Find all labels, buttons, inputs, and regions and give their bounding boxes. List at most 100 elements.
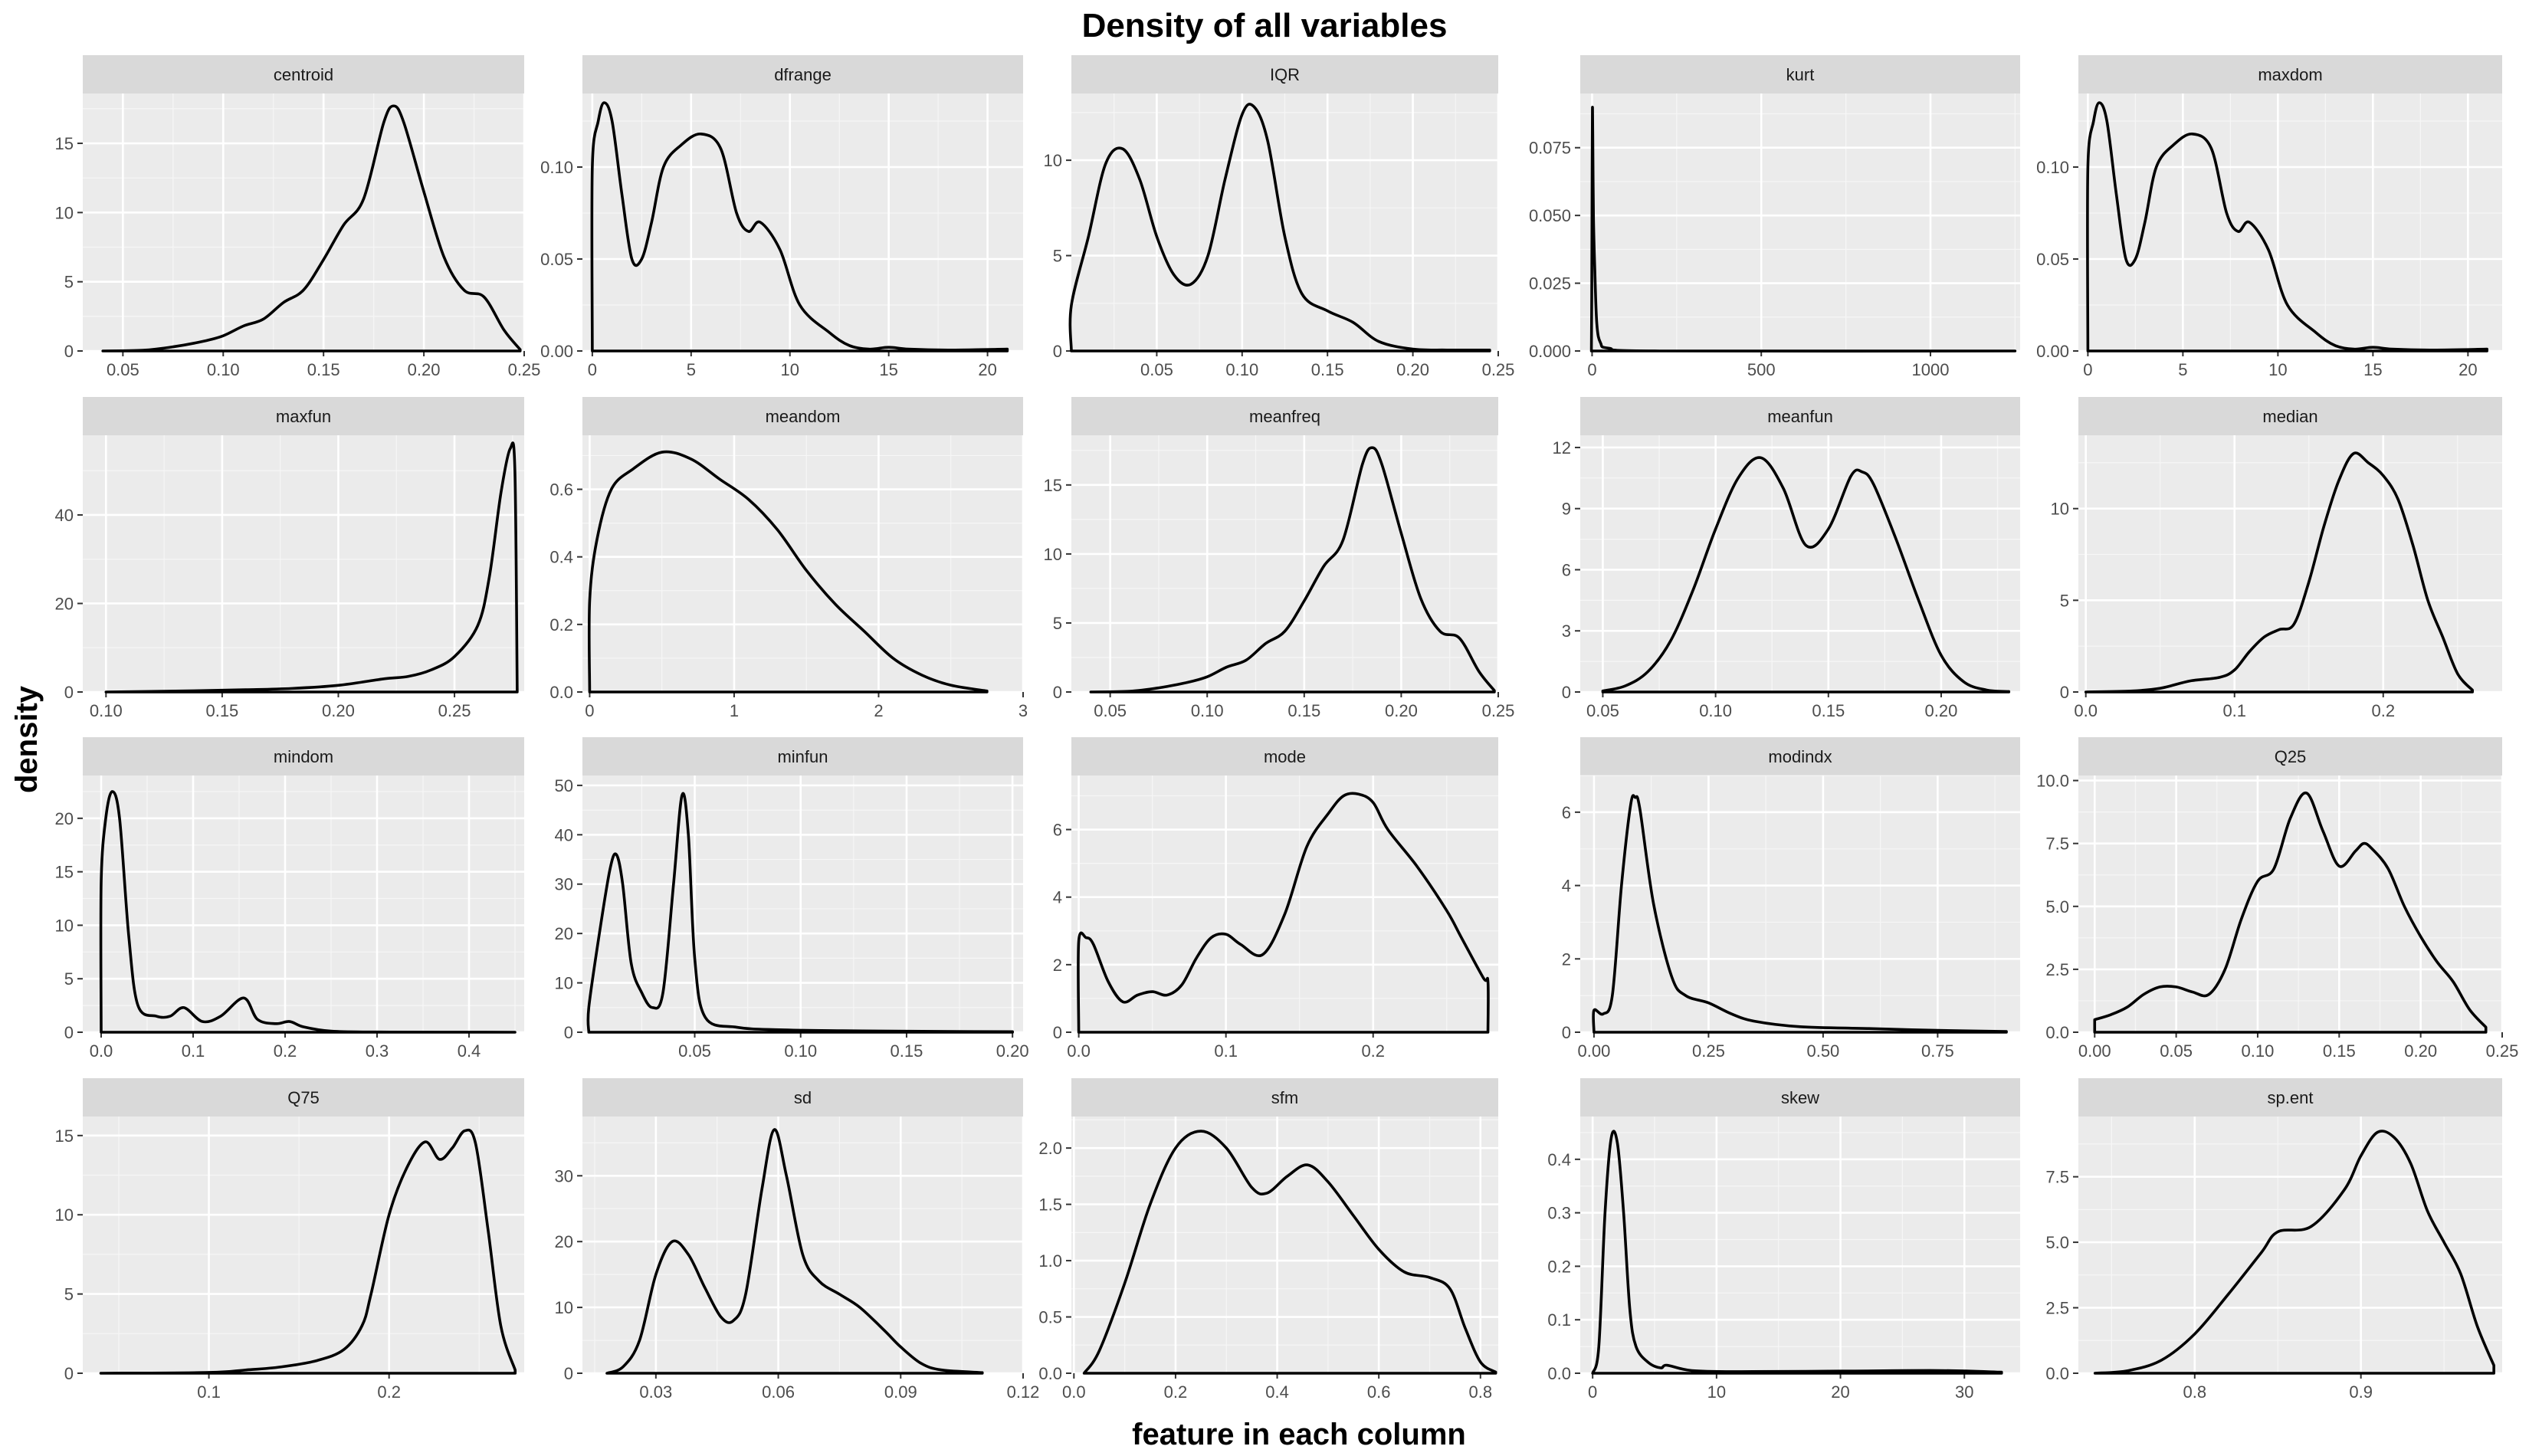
strip-label-maxdom: maxdom — [2258, 65, 2322, 84]
strip-modindx — [1580, 737, 2020, 776]
x-tick-label: 0.12 — [1007, 1382, 1040, 1402]
x-tick-label: 0.05 — [107, 360, 139, 379]
major-gridlines — [582, 776, 1023, 1034]
panel-sp-ent: sp.ent 0.8 0.9 0.0 2.5 5.0 7.5 — [2045, 1078, 2502, 1402]
density-curve-meandom — [587, 450, 989, 694]
x-tick-label: 15 — [2363, 360, 2382, 379]
y-tick-label: 0.0 — [549, 683, 573, 702]
strip-minfun — [582, 737, 1023, 776]
minor-gridlines — [1580, 1117, 2020, 1373]
x-tick-label: 30 — [1955, 1382, 1973, 1402]
x-tick-label: 0.20 — [1396, 360, 1429, 379]
panel-background — [2078, 435, 2502, 692]
y-tick-label: 0.05 — [2036, 250, 2069, 269]
x-tick-label: 0.1 — [182, 1041, 205, 1061]
strip-maxfun — [83, 397, 524, 435]
x-tick-label: 0.25 — [1482, 360, 1515, 379]
y-tick-label: 15 — [55, 1126, 74, 1146]
y-tick-label: 20 — [555, 1232, 573, 1251]
x-tick-label: 0.75 — [1921, 1041, 1954, 1061]
major-gridlines — [83, 93, 526, 353]
density-curve-sp-ent — [2093, 1130, 2495, 1375]
y-tick-label: 10 — [55, 1205, 74, 1225]
x-tick-label: 0.10 — [1699, 701, 1732, 720]
panel-centroid: centroid 0.05 0.10 0.15 0.20 0.25 0 5 10 15 — [55, 55, 540, 379]
x-tick-label: 0.6 — [1367, 1382, 1391, 1402]
strip-label-meanfun: meanfun — [1767, 407, 1833, 426]
x-axis-label: feature in each column — [1132, 1418, 1466, 1451]
x-tick-label: 0 — [585, 701, 594, 720]
strip-maxdom — [2078, 55, 2502, 93]
y-tick-label: 20 — [555, 924, 573, 943]
panel-background — [582, 1117, 1023, 1373]
y-tick-label: 10 — [1044, 545, 1062, 564]
x-tick-label: 15 — [879, 360, 897, 379]
panel-minfun: minfun 0.05 0.10 0.15 0.20 0 10 20 30 40 50 — [555, 737, 1029, 1061]
strip-skew — [1580, 1078, 2020, 1117]
y-tick-label: 2 — [1053, 956, 1062, 975]
x-tick-label: 0.20 — [1385, 701, 1418, 720]
strip-iqr — [1071, 55, 1498, 93]
y-tick-label: 9 — [1562, 500, 1571, 519]
x-tick-label: 0.05 — [2160, 1041, 2193, 1061]
y-tick-label: 20 — [55, 594, 74, 613]
density-curve-mindom — [99, 790, 517, 1034]
y-tick-label: 2.5 — [2045, 960, 2069, 979]
density-curve-sfm — [1082, 1130, 1497, 1375]
y-tick-label: 2 — [1562, 949, 1571, 969]
panel-sd: sd 0.03 0.06 0.09 0.12 0 10 20 30 — [555, 1078, 1040, 1402]
strip-mindom — [83, 737, 524, 776]
y-tick-label: 10 — [555, 974, 573, 993]
y-tick-label: 15 — [55, 863, 74, 882]
density-curve-maxdom — [2086, 101, 2488, 353]
panel-meanfun: meanfun 0.05 0.10 0.15 0.20 0 3 6 9 12 — [1553, 397, 2020, 720]
density-curve-meanfreq — [1089, 446, 1496, 694]
x-tick-label: 0.10 — [2242, 1041, 2275, 1061]
y-tick-label: 4 — [1562, 877, 1571, 896]
x-tick-label: 1000 — [1912, 360, 1950, 379]
minor-gridlines — [1580, 435, 2020, 692]
density-curve-maxfun — [104, 441, 519, 694]
strip-sd — [582, 1078, 1023, 1117]
y-axis-label: density — [10, 685, 44, 793]
x-tick-label: 0.2 — [377, 1382, 401, 1402]
panel-background — [582, 93, 1023, 351]
density-curve-kurt — [1589, 106, 2017, 353]
panel-background — [83, 776, 524, 1032]
x-tick-label: 0.9 — [2349, 1382, 2373, 1402]
panel-skew: skew 0 10 20 30 0.0 0.1 0.2 0.3 0.4 — [1547, 1078, 2020, 1402]
x-tick-label: 10 — [780, 360, 799, 379]
x-tick-label: 0.20 — [322, 701, 355, 720]
y-tick-label: 5 — [64, 1285, 74, 1304]
x-tick-label: 0.0 — [90, 1041, 113, 1061]
x-tick-label: 500 — [1747, 360, 1776, 379]
y-tick-label: 0 — [64, 1364, 74, 1383]
y-tick-label: 0.2 — [549, 615, 573, 635]
x-tick-label: 0 — [2083, 360, 2092, 379]
minor-gridlines — [1071, 93, 1498, 351]
strip-label-median: median — [2262, 407, 2317, 426]
panel-background — [1580, 776, 2020, 1032]
x-tick-label: 0.0 — [2074, 701, 2098, 720]
strip-label-kurt: kurt — [1786, 65, 1815, 84]
y-tick-label: 7.5 — [2045, 835, 2069, 854]
minor-gridlines — [1580, 93, 2020, 351]
y-tick-label: 15 — [1044, 476, 1062, 495]
y-tick-label: 5 — [2060, 591, 2069, 610]
y-tick-label: 0 — [2060, 683, 2069, 702]
panel-iqr: IQR 0.05 0.10 0.15 0.20 0.25 0 5 10 — [1044, 55, 1515, 379]
y-tick-label: 0.0 — [1547, 1364, 1571, 1383]
y-tick-label: 3 — [1562, 621, 1571, 641]
y-tick-label: 0.025 — [1529, 274, 1571, 293]
x-tick-label: 0.8 — [2183, 1382, 2207, 1402]
strip-label-centroid: centroid — [274, 65, 333, 84]
y-tick-label: 10.0 — [2036, 772, 2069, 791]
strip-dfrange — [582, 55, 1023, 93]
x-tick-label: 0.1 — [2222, 701, 2246, 720]
y-tick-label: 5.0 — [2045, 1233, 2069, 1252]
x-tick-label: 0.15 — [1311, 360, 1344, 379]
x-tick-label: 0.25 — [1482, 701, 1515, 720]
y-tick-label: 40 — [55, 506, 74, 525]
panel-background — [83, 435, 524, 692]
